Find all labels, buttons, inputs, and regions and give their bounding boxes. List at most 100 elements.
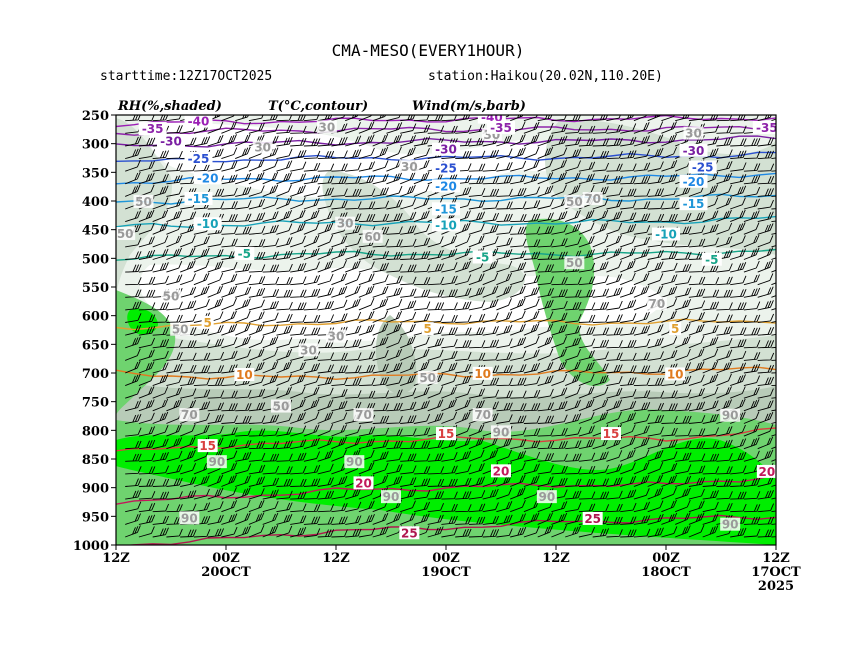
wind-barb (578, 222, 595, 235)
wind-barb (771, 208, 776, 210)
wind-barb (482, 236, 499, 248)
wind-barb (125, 210, 142, 223)
wind-barb (413, 501, 431, 513)
wind-barb (702, 525, 719, 538)
wind-barb (551, 124, 568, 134)
wind-barb (592, 150, 610, 160)
wind-barb (400, 441, 417, 450)
wind-barb (331, 272, 348, 286)
wind-barb (523, 310, 540, 323)
wind-barb (276, 197, 292, 210)
wind-barb (592, 301, 610, 311)
wind-barb (345, 528, 362, 538)
wind-barb (166, 125, 183, 134)
rh-label-background (116, 226, 136, 240)
wind-barb (455, 352, 472, 361)
wind-barb (345, 515, 362, 525)
wind-barb (235, 389, 252, 399)
wind-barb (290, 503, 307, 513)
wind-barb (496, 390, 513, 399)
wind-barb (303, 209, 320, 223)
wind-barb (510, 337, 527, 349)
wind-barb (565, 399, 581, 412)
wind-barb (537, 172, 554, 185)
wind-barb (276, 440, 293, 450)
wind-barb (138, 373, 155, 387)
wind-barb (702, 223, 719, 235)
y-tick-label: 700 (82, 367, 109, 382)
temperature-label-background (432, 202, 460, 216)
wind-barb (152, 339, 170, 349)
wind-barb (441, 515, 458, 525)
wind-barb (551, 512, 568, 525)
wind-barb (757, 376, 775, 387)
wind-barb (138, 439, 156, 450)
wind-barb (688, 288, 706, 298)
wind-barb (331, 260, 347, 273)
wind-barb (427, 453, 445, 462)
wind-barb (125, 440, 142, 450)
wind-barb (358, 297, 375, 311)
wind-barb (193, 326, 211, 336)
wind-barb (138, 276, 156, 286)
wind-barb (290, 373, 306, 387)
wind-barb (166, 387, 183, 399)
wind-barb (358, 213, 376, 223)
wind-barb (248, 402, 266, 412)
wind-barb (757, 115, 772, 122)
wind-barb (730, 527, 747, 538)
wind-barb (331, 247, 347, 260)
wind-barb (138, 426, 156, 437)
wind-barb (468, 163, 486, 172)
temperature-label-background (679, 197, 708, 211)
wind-barb (743, 327, 761, 336)
wind-barb (578, 373, 595, 387)
wind-barb (578, 276, 596, 286)
wind-barb (386, 213, 403, 223)
wind-barb (400, 428, 417, 437)
wind-barb (441, 125, 458, 134)
wind-barb (180, 260, 196, 273)
wind-barb (565, 210, 581, 223)
wind-barb (317, 314, 335, 323)
wind-barb (510, 415, 527, 424)
wind-barb (386, 275, 403, 286)
wind-barb (606, 490, 623, 500)
wind-barb (565, 289, 582, 298)
wind-barb (565, 440, 582, 450)
wind-barb (771, 536, 776, 538)
wind-barb (565, 490, 582, 500)
wind-barb (331, 503, 348, 513)
wind-barb (276, 373, 292, 387)
temperature-contour-line (116, 248, 776, 261)
wind-barb (235, 121, 251, 134)
wind-barb (372, 403, 390, 412)
wind-barb (565, 223, 582, 235)
wind-barb (262, 465, 280, 475)
wind-barb (207, 338, 224, 349)
wind-barb (468, 313, 486, 323)
wind-barb (743, 287, 761, 298)
temperature-label: -10 (197, 217, 219, 231)
temperature-label: 5 (671, 322, 679, 336)
wind-barb (716, 314, 733, 323)
wind-barb (455, 247, 471, 260)
wind-barb (606, 234, 622, 248)
wind-barb (125, 324, 142, 336)
wind-barb (400, 500, 416, 513)
wind-barb (716, 361, 733, 374)
wind-barb (455, 516, 472, 525)
wind-barb (138, 502, 156, 513)
wind-barb (386, 263, 403, 273)
rh-label-background (536, 490, 557, 504)
wind-barb (358, 500, 375, 513)
rh-label-background (564, 256, 585, 270)
y-tick-label: 300 (82, 138, 109, 153)
wind-barb (386, 475, 403, 487)
wind-barb (675, 512, 691, 525)
wind-barb (400, 415, 417, 424)
wind-barb (482, 163, 500, 172)
wind-barb (523, 440, 541, 450)
wind-barb (578, 161, 596, 172)
